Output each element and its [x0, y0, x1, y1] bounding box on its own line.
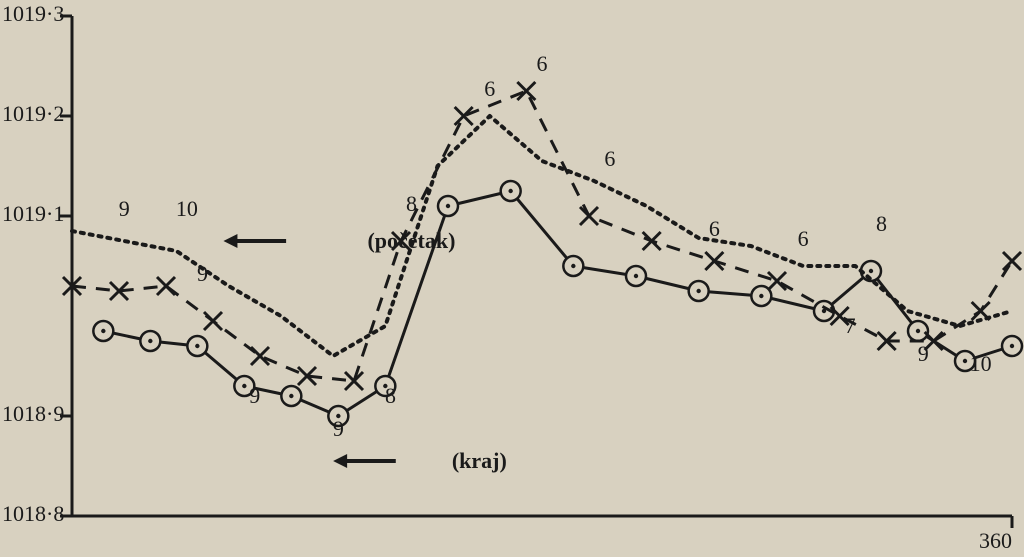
marker-circle-dot — [634, 274, 638, 278]
marker-circle-dot — [759, 294, 763, 298]
marker-circle-dot — [148, 339, 152, 343]
point-label: 9 — [333, 416, 344, 441]
x-tick-label: 360 — [979, 528, 1012, 553]
point-label: 6 — [604, 146, 615, 171]
point-label: 6 — [537, 51, 548, 76]
marker-circle-dot — [571, 264, 575, 268]
line-chart: 1018·8 1018·9 1019·1 1019·2 1019·3 360 9 10 9 9 9 8… — [0, 0, 1024, 557]
point-label: 9 — [918, 341, 929, 366]
marker-circle-dot — [696, 289, 700, 293]
y-tick-label: 1019·2 — [2, 101, 64, 126]
point-label: 10 — [970, 351, 992, 376]
point-label: 7 — [845, 313, 856, 338]
point-label: 6 — [798, 226, 809, 251]
point-label: 9 — [197, 261, 208, 286]
point-label: 8 — [385, 383, 396, 408]
point-label: 6 — [709, 216, 720, 241]
marker-circle-dot — [508, 189, 512, 193]
marker-circle-dot — [1010, 344, 1014, 348]
marker-circle-dot — [446, 204, 450, 208]
y-tick-label: 1019·1 — [2, 201, 64, 226]
point-label: 8 — [406, 191, 417, 216]
marker-circle-dot — [242, 384, 246, 388]
annotation-pocetak: (početak) — [367, 228, 455, 253]
point-label: 6 — [484, 76, 495, 101]
point-label: 9 — [249, 383, 260, 408]
annotation-kraj: (kraj) — [452, 448, 507, 473]
point-label: 10 — [176, 196, 198, 221]
marker-circle-dot — [916, 329, 920, 333]
point-label: 9 — [119, 196, 130, 221]
point-label: 8 — [876, 211, 887, 236]
marker-circle-dot — [869, 269, 873, 273]
y-tick-label: 1018·8 — [2, 501, 64, 526]
marker-circle-dot — [963, 359, 967, 363]
y-tick-label: 1019·3 — [2, 1, 64, 26]
y-tick-label: 1018·9 — [2, 401, 64, 426]
marker-circle-dot — [289, 394, 293, 398]
marker-circle-dot — [101, 329, 105, 333]
marker-circle-dot — [195, 344, 199, 348]
